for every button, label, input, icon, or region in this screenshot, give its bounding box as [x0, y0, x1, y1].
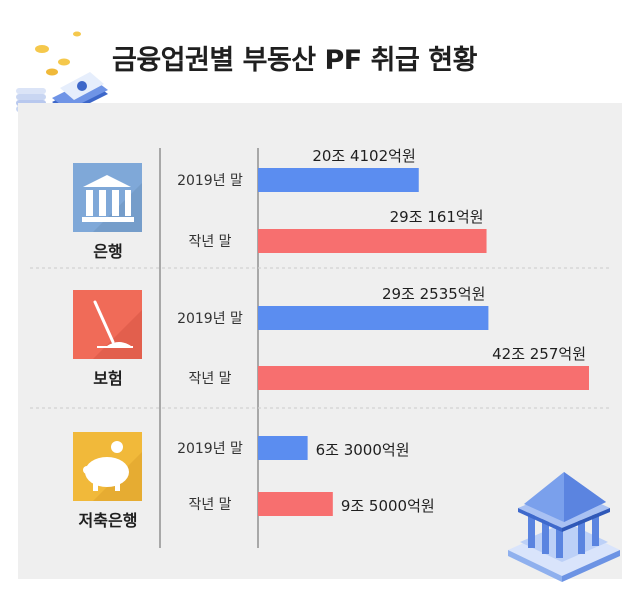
series-row-label: 2019년 말: [177, 173, 243, 189]
data-label: 20조 4102억원: [312, 147, 415, 165]
piggy-bank-icon: [83, 441, 129, 491]
series-row-label: 2019년 말: [177, 311, 243, 327]
bar: [258, 229, 487, 253]
data-label: 29조 2535억원: [382, 285, 485, 303]
data-label: 6조 3000억원: [316, 441, 410, 459]
series-row-label: 작년 말: [188, 497, 231, 513]
category-label: 은행: [93, 242, 122, 261]
bank-building-icon: [82, 175, 134, 222]
series-row-label: 작년 말: [188, 234, 231, 250]
data-label: 29조 161억원: [390, 208, 484, 226]
bar: [258, 168, 419, 192]
bar: [258, 366, 589, 390]
umbrella-icon: [93, 300, 133, 348]
bar: [258, 306, 489, 330]
data-label: 42조 257억원: [492, 345, 586, 363]
bar: [258, 436, 308, 460]
page-title: 금융업권별 부동산 PF 취급 현황: [112, 45, 477, 76]
series-row-label: 2019년 말: [177, 441, 243, 457]
category-label: 보험: [93, 369, 122, 388]
bar: [258, 492, 333, 516]
data-label: 9조 5000억원: [341, 497, 435, 515]
series-row-label: 작년 말: [188, 371, 231, 387]
category-label: 저축은행: [79, 511, 138, 530]
bank-building-illustration-icon: [508, 472, 620, 582]
